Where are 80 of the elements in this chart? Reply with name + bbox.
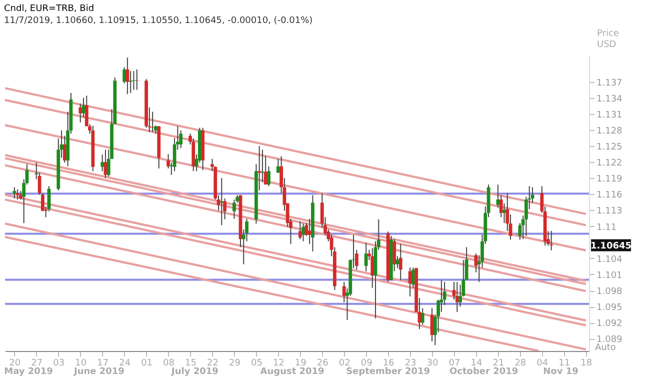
y-tick-label: 1.095 [596,303,622,314]
x-tick-label: 07 [448,358,460,368]
text: September 2019 [346,367,430,377]
x-tick-label: 23 [404,358,416,368]
x-tick-label: 08 [163,358,175,368]
candlestick [126,57,130,95]
x-tick-label: 28 [514,358,526,368]
x-tick-label: 12 [272,358,284,368]
y-tick-label: 1.113 [596,206,622,217]
x-tick-label: 22 [207,358,218,368]
x-tick-label: 01 [141,358,153,368]
x-tick-label: 20 [9,358,21,368]
candlestick [298,220,302,240]
y-tick-label: 1.104 [596,254,623,265]
candlestick [12,186,16,199]
candlestick [276,158,280,174]
text: May 2019 [4,367,53,377]
y-tick-label: 1.122 [596,158,622,169]
candlestick [128,70,132,94]
text: Auto [595,343,616,353]
candlestick [179,130,183,149]
x-tick-label: 24 [119,358,131,368]
y-tick-label: 1.134 [596,94,623,104]
x-tick-label: 11 [558,358,570,368]
x-tick-label: 17 [97,358,109,368]
candlestick [258,145,262,191]
text: October 2019 [449,367,518,377]
x-tick-label: 19 [294,358,307,368]
candlestick [502,202,506,224]
candlestick [232,199,236,220]
y-tick-label: 1.131 [596,110,622,120]
y-tick-label: 1.137 [596,78,622,88]
y-tick-label: 1.128 [596,126,623,136]
y-tick-label: 1.125 [596,142,622,152]
candlestick [260,149,264,183]
candlestick [396,256,400,269]
x-tick-label: 29 [228,358,241,368]
candlestick [135,68,139,90]
candlestick [420,308,424,326]
y-tick-label: 1.101 [596,270,622,281]
text: June 2019 [72,367,124,377]
y-tick-label: 1.092 [596,319,622,330]
x-tick-label: 15 [185,358,196,368]
x-tick-label: 04 [536,358,548,368]
y-tick-label: 1.11 [596,222,617,233]
x-tick-label: 16 [382,358,395,368]
chart-subtitle: 11/7/2019, 1.10660, 1.10915, 1.10550, 1.10645, -0.00010, (-0.01%) [4,16,313,26]
x-tick-label: 10 [75,358,87,368]
candlestick [408,267,412,297]
x-tick-label: 21 [492,358,504,368]
x-tick-label: 27 [31,358,43,368]
x-tick-label: 30 [426,358,439,368]
text: July 2019 [170,367,218,377]
candlestick [16,188,20,200]
candlestick [370,248,374,288]
y-axis-title: Price USD [597,29,620,50]
candlestick [100,154,104,172]
annotation: 1.10645 [590,241,632,252]
candlestick [398,243,402,281]
x-tick-label: 02 [338,358,350,368]
x-tick-label: 05 [250,358,262,368]
candlestick [550,230,554,251]
candlestick [78,103,82,123]
text: Nov 19 [543,367,578,377]
candlestick [496,184,500,208]
y-tick-label: 1.116 [596,190,623,201]
x-tick-label: 09 [360,358,373,368]
x-tick-label: 26 [316,358,329,368]
candlestick [122,66,126,84]
y-tick-label: 1.119 [596,174,623,185]
x-tick-label: 03 [53,358,65,368]
y-tick-label: 1.098 [596,287,623,298]
candlestick [455,281,459,312]
candlestick [308,218,312,244]
text: August 2019 [260,367,324,377]
candlestick [364,242,368,272]
candlestick [392,238,396,272]
chart-title: Cndl, EUR=TRB, Bid [4,4,94,14]
x-tick-label: 14 [470,358,482,368]
x-tick-label: 18 [580,358,592,368]
